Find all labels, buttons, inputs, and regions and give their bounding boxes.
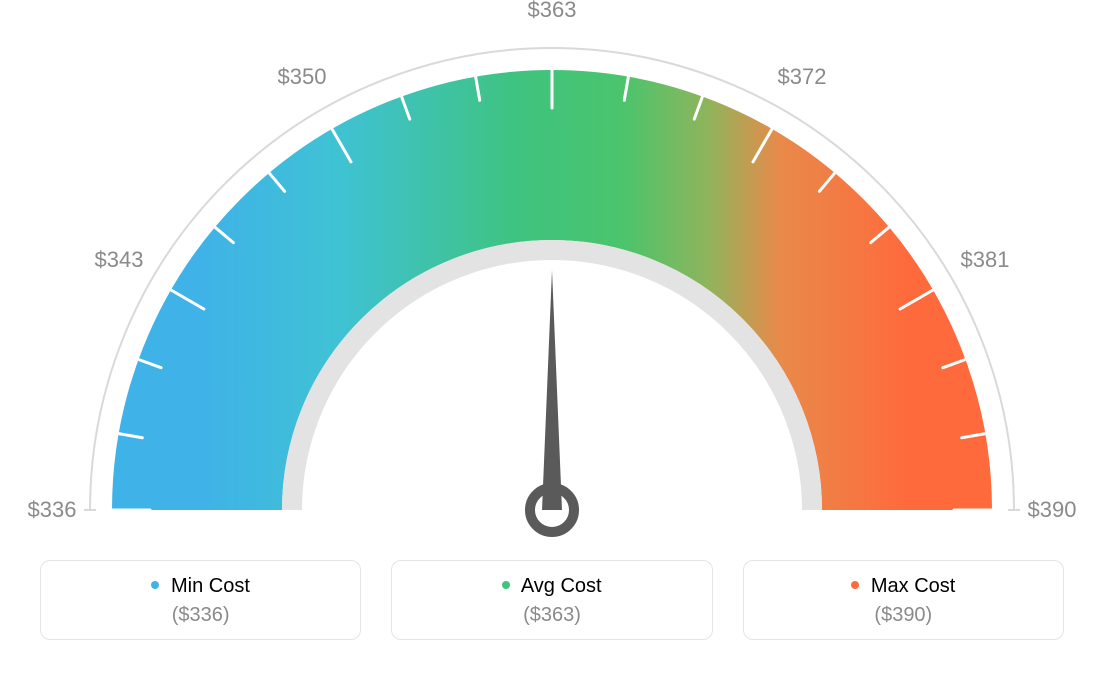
legend-title-avg: Avg Cost [392, 575, 711, 598]
gauge-chart: $336 $343 $350 $363 $372 $381 $390 [0, 0, 1104, 560]
legend-row: Min Cost ($336) Avg Cost ($363) Max Cost… [0, 560, 1104, 640]
legend-card-avg: Avg Cost ($363) [391, 560, 712, 640]
legend-value-min: ($336) [41, 604, 360, 627]
legend-label-min: Min Cost [171, 575, 250, 597]
gauge-tick-label: $381 [961, 247, 1010, 273]
legend-value-avg: ($363) [392, 604, 711, 627]
dot-icon-avg [502, 581, 510, 589]
gauge-tick-label: $372 [778, 64, 827, 90]
gauge-tick-label: $390 [1028, 497, 1077, 523]
legend-card-min: Min Cost ($336) [40, 560, 361, 640]
gauge-tick-label: $343 [95, 247, 144, 273]
legend-value-max: ($390) [744, 604, 1063, 627]
legend-label-max: Max Cost [871, 575, 955, 597]
gauge-tick-label: $363 [528, 0, 577, 23]
legend-title-min: Min Cost [41, 575, 360, 598]
legend-card-max: Max Cost ($390) [743, 560, 1064, 640]
dot-icon-min [151, 581, 159, 589]
gauge-tick-label: $350 [278, 64, 327, 90]
gauge-tick-label: $336 [28, 497, 77, 523]
legend-title-max: Max Cost [744, 575, 1063, 598]
dot-icon-max [851, 581, 859, 589]
legend-label-avg: Avg Cost [521, 575, 602, 597]
gauge-svg [0, 0, 1104, 560]
